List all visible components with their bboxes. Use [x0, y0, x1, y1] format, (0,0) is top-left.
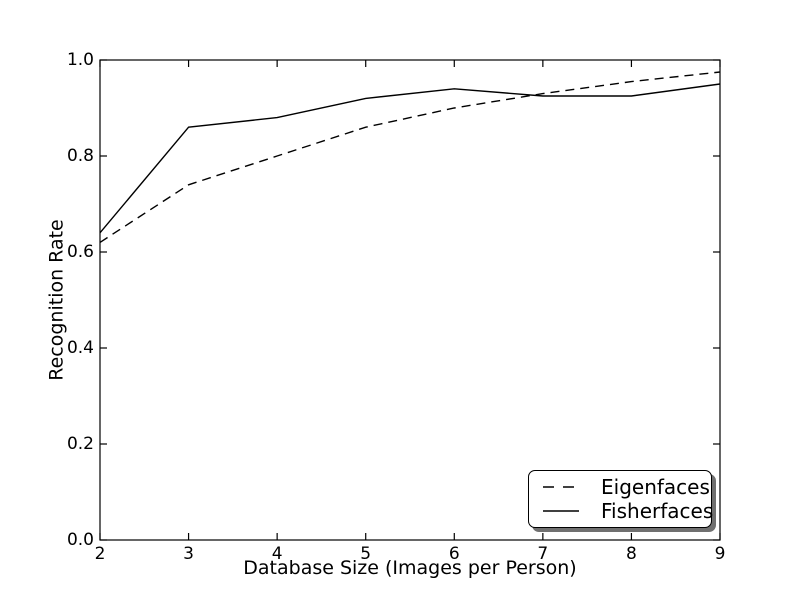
y-tick-label: 0.8 — [66, 146, 94, 166]
x-tick-label: 4 — [271, 544, 283, 564]
legend-entry-fisherfaces: Fisherfaces — [529, 498, 714, 523]
legend-entry-eigenfaces: Eigenfaces — [529, 477, 711, 497]
x-axis-label: Database Size (Images per Person) — [243, 557, 577, 579]
y-tick-label: 0.4 — [66, 338, 94, 358]
y-tick-label: 1.0 — [66, 50, 94, 70]
x-tick-label: 8 — [626, 544, 637, 564]
solid-line-sample — [543, 509, 579, 512]
dashed-line-sample — [543, 486, 579, 489]
x-tick-label: 2 — [94, 544, 106, 564]
y-tick-label: 0.0 — [66, 530, 94, 550]
axis-ticks — [99, 59, 721, 541]
legend-label-fisherfaces: Fisherfaces — [601, 498, 714, 523]
x-tick-label: 9 — [714, 544, 726, 564]
y-axis-label: Recognition Rate — [45, 219, 68, 381]
legend-label-eigenfaces: Eigenfaces — [601, 475, 710, 500]
y-tick-label: 0.6 — [66, 242, 94, 262]
x-tick-label: 6 — [448, 544, 460, 564]
x-tick-label: 7 — [537, 544, 549, 564]
series-line-eigenfaces — [99, 71, 721, 243]
plot-border — [99, 59, 721, 541]
legend: Eigenfaces Fisherfaces — [528, 470, 714, 528]
x-tick-label: 5 — [360, 544, 372, 564]
x-tick-label: 3 — [183, 544, 194, 564]
series-lines — [99, 71, 721, 243]
series-line-fisherfaces — [99, 83, 721, 234]
y-tick-label: 0.2 — [66, 434, 94, 454]
